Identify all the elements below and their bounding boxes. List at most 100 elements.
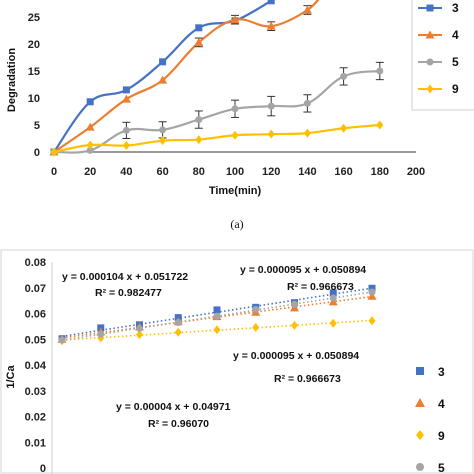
chart-a-point-5 [267, 102, 275, 110]
chart-a-point-9 [376, 120, 384, 130]
chart-a-x-tick-label: 120 [262, 166, 280, 178]
chart-a-point-5 [86, 146, 94, 154]
chart-b-legend: 3 4 9 5 [415, 365, 445, 474]
chart-b-y-tick-label: 0.01 [25, 437, 46, 449]
chart-a-point-4 [85, 122, 95, 131]
chart-a-point-4 [266, 21, 276, 30]
chart-b-series [57, 284, 377, 346]
chart-a-point-4 [194, 37, 204, 46]
chart-b-r2-2: R² = 0.966673 [287, 281, 354, 293]
chart-a-x-tick-label: 40 [120, 166, 132, 178]
chart-a-y-tick-label: 20 [28, 39, 40, 51]
chart-a-point-9 [303, 128, 311, 138]
chart-b-y-ticks: 0 0.01 0.02 0.03 0.04 0.05 0.06 0.07 0.08 [25, 257, 47, 474]
chart-b-legend-marker-4 [415, 398, 425, 407]
chart-a-point-9 [50, 147, 58, 157]
chart-a-point-9 [86, 140, 94, 150]
chart-a-point-9 [231, 130, 239, 140]
chart-b: 1/Ca 0 0.01 0.02 0.03 0.04 0.05 0.06 0.07 0.08 y… [0, 249, 474, 474]
chart-a-panel-label: (a) [230, 217, 243, 231]
chart-b-legend-label-3: 3 [438, 365, 445, 379]
chart-a-legend-marker-3 [426, 4, 434, 12]
chart-a-y-axis-title: Degradation [6, 48, 18, 112]
chart-a-x-axis-title: Time(min) [209, 185, 262, 197]
chart-a-line-5 [53, 69, 380, 154]
chart-b-point-9 [136, 330, 143, 340]
chart-a-x-tick-label: 0 [51, 166, 57, 178]
chart-b-point-5 [136, 324, 143, 332]
chart-a-point-9 [340, 123, 348, 133]
chart-b-equation-1: y = 0.000104 x + 0.051722 [62, 271, 188, 283]
chart-b-r2-1: R² = 0.982477 [95, 287, 162, 299]
chart-b-y-tick-label: 0.03 [25, 386, 46, 398]
chart-a-legend-label-9: 9 [452, 82, 459, 96]
chart-a-point-5 [340, 72, 348, 80]
chart-b-point-5 [174, 319, 182, 327]
chart-a-legend-marker-9 [426, 84, 434, 94]
chart-b-equation-3: y = 0.000095 x + 0.050894 [233, 350, 359, 362]
chart-a-series-4 [49, 0, 320, 156]
chart-a-point-3 [86, 98, 94, 106]
chart-b-equation-4: y = 0.00004 x + 0.04971 [116, 401, 231, 413]
chart-b-legend-label-4: 4 [438, 397, 445, 411]
chart-b-point-5 [329, 294, 337, 302]
chart-a-point-4 [158, 75, 168, 84]
chart-b-series-5 [58, 288, 376, 344]
chart-b-point-5 [213, 312, 221, 320]
chart-a-line-9 [53, 123, 380, 154]
chart-a-legend: 3 4 5 9 [418, 1, 459, 96]
chart-a-x-tick-label: 180 [371, 166, 389, 178]
chart-a-legend-marker-5 [426, 58, 434, 66]
chart-a-point-3 [159, 58, 167, 66]
chart-b-point-5 [252, 305, 260, 313]
chart-b-point-9 [329, 318, 337, 328]
chart-b-point-5 [291, 300, 298, 308]
chart-b-y-tick-label: 0.08 [25, 257, 46, 269]
chart-a-point-5 [159, 126, 167, 134]
chart-b-legend-marker-9 [416, 430, 424, 440]
chart-b-point-3 [329, 289, 337, 297]
chart-a-point-9 [195, 135, 203, 145]
chart-b-y-tick-label: 0.02 [25, 412, 46, 424]
chart-b-legend-marker-3 [416, 367, 424, 375]
chart-a-point-5 [122, 126, 130, 134]
chart-b-legend-label-5: 5 [438, 461, 445, 474]
chart-b-point-4 [367, 291, 377, 300]
chart-a-x-tick-label: 200 [407, 166, 425, 178]
chart-b-equation-2: y = 0.000095 x + 0.050894 [240, 264, 366, 276]
chart-a-series-5 [50, 61, 384, 156]
chart-a-x-ticks: 0 20 40 60 80 100 120 140 160 180 200 [51, 166, 425, 178]
chart-a-x-tick-label: 60 [156, 166, 168, 178]
chart-b-y-tick-label: 0.06 [25, 309, 46, 321]
chart-a-point-9 [159, 136, 167, 146]
chart-a-legend-label-3: 3 [452, 1, 459, 15]
chart-a-x-tick-label: 100 [226, 166, 244, 178]
chart-b-point-9 [213, 325, 221, 335]
chart-a-point-3 [122, 86, 130, 94]
chart-b-y-axis-title: 1/Ca [5, 365, 17, 389]
chart-a-point-5 [303, 99, 311, 107]
chart-a-x-tick-label: 20 [84, 166, 96, 178]
chart-a-legend-box [411, 0, 474, 111]
chart-a-y-tick-label: 15 [28, 66, 40, 78]
chart-b-point-9 [252, 322, 260, 332]
chart-a-point-5 [231, 105, 239, 113]
chart-a-y-tick-label: 0 [34, 147, 40, 159]
chart-b-series-9 [58, 316, 376, 346]
chart-a-legend-marker-4 [425, 30, 435, 39]
chart-a-point-9 [267, 129, 275, 139]
chart-a: Time(min) Degradation (a) 0 5 10 15 20 25 0 20… [6, 0, 474, 231]
chart-a-y-tick-label: 5 [34, 120, 40, 132]
chart-b-point-9 [291, 320, 298, 330]
chart-a-x-tick-label: 140 [298, 166, 316, 178]
chart-b-legend-marker-5 [416, 463, 424, 471]
chart-b-point-5 [58, 336, 66, 344]
chart-a-point-9 [122, 141, 130, 151]
chart-a-series [49, 0, 384, 157]
chart-b-r2-4: R² = 0.96070 [148, 418, 209, 430]
chart-a-point-3 [267, 0, 275, 5]
chart-a-point-4 [302, 5, 312, 14]
chart-a-x-tick-label: 80 [193, 166, 205, 178]
chart-b-point-3 [213, 306, 221, 314]
